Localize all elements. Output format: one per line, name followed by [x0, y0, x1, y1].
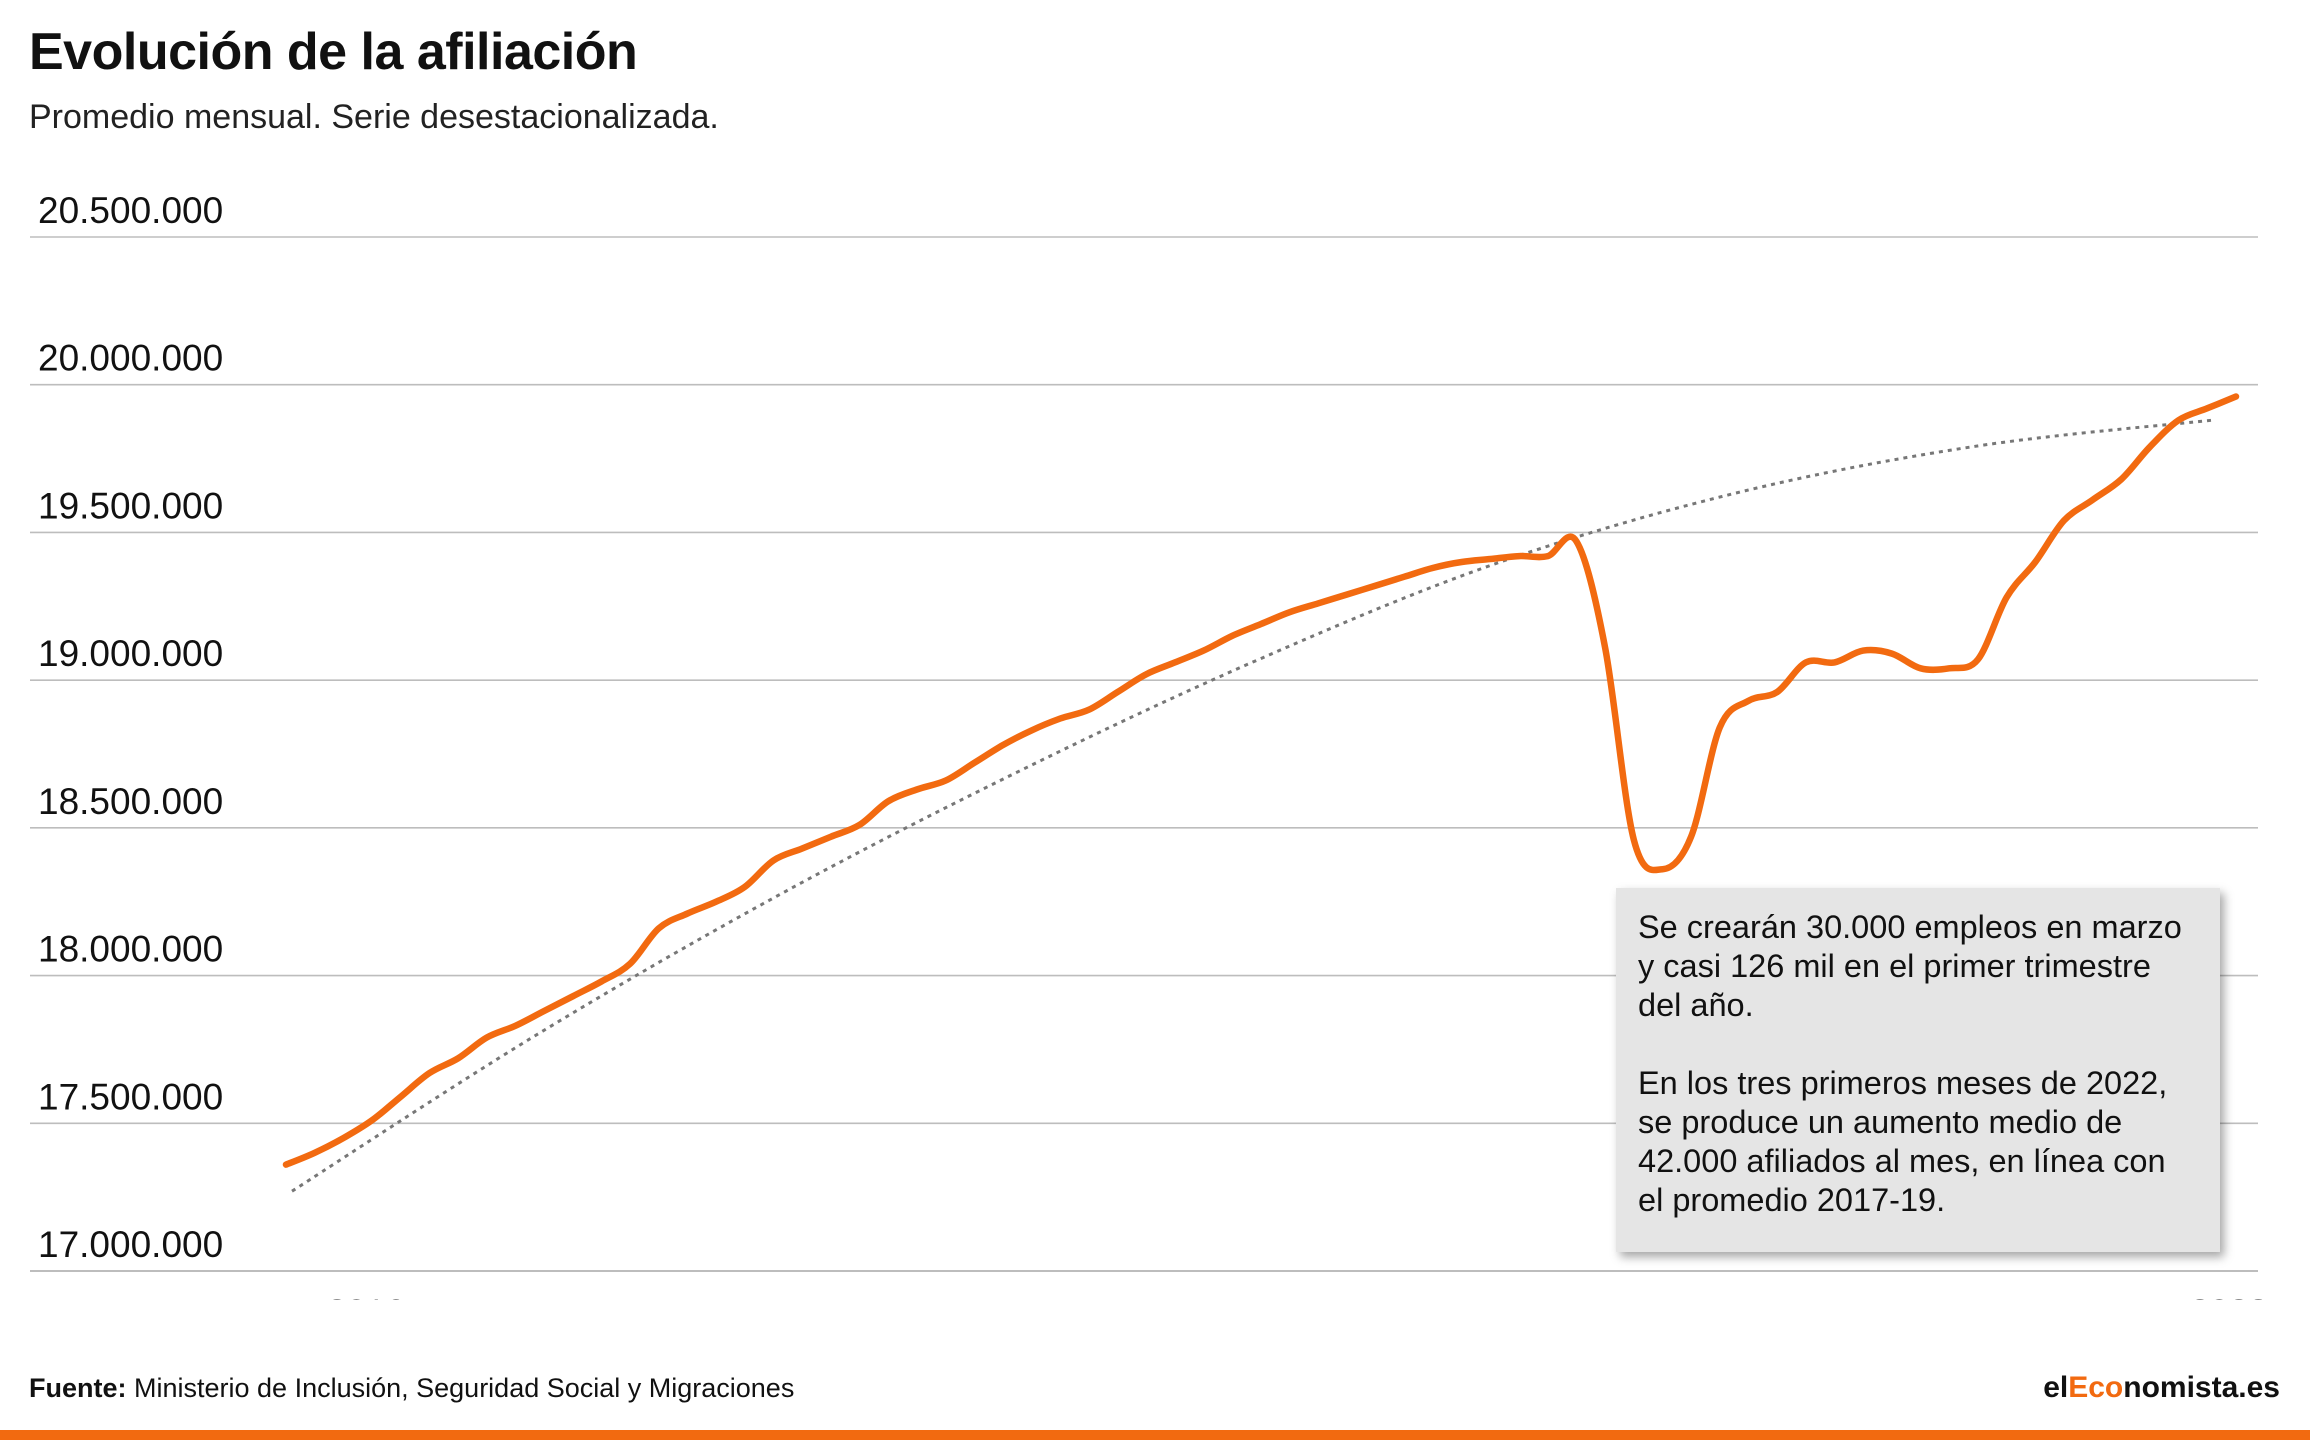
y-tick-label: 17.000.000 [38, 1224, 223, 1265]
y-tick-label: 19.000.000 [38, 633, 223, 674]
x-axis-labels: ene 2016 mar 2022 [259, 1293, 2268, 1300]
annotation-paragraph-2: En los tres primeros meses de 2022, se p… [1638, 1065, 2168, 1218]
brand-highlight: Eco [2068, 1371, 2124, 1404]
y-axis-labels: 20.500.000 20.000.000 19.500.000 19.000.000… [38, 190, 223, 1265]
chart-title: Evolución de la afiliación [29, 23, 638, 81]
y-tick-label: 18.500.000 [38, 781, 223, 822]
bottom-accent-bar [0, 1430, 2310, 1440]
y-tick-label: 20.000.000 [38, 338, 223, 379]
source-note: Fuente: Ministerio de Inclusión, Segurid… [29, 1373, 794, 1404]
annotation-box: Se crearán 30.000 empleos en marzo y cas… [1616, 888, 2220, 1252]
brand-prefix: el [2043, 1371, 2069, 1404]
line-chart: 20.500.000 20.000.000 19.500.000 19.000.000… [30, 190, 2268, 1300]
brand-suffix: nomista.es [2123, 1371, 2280, 1404]
x-tick-label: mar 2022 [2120, 1293, 2268, 1300]
trend-line [291, 418, 2213, 1193]
y-tick-label: 19.500.000 [38, 485, 223, 526]
source-text: Ministerio de Inclusión, Seguridad Socia… [126, 1373, 795, 1403]
y-tick-label: 20.500.000 [38, 190, 223, 231]
annotation-paragraph-1: Se crearán 30.000 empleos en marzo y cas… [1638, 909, 2182, 1023]
y-tick-label: 17.500.000 [38, 1076, 223, 1117]
brand-logo: elEconomista.es [2043, 1371, 2280, 1405]
y-tick-label: 18.000.000 [38, 929, 223, 970]
series-line-afiliacion [282, 393, 2240, 1168]
source-label: Fuente: [29, 1373, 127, 1403]
x-tick-label: ene 2016 [259, 1293, 405, 1300]
chart-subtitle: Promedio mensual. Serie desestacionaliza… [29, 98, 719, 136]
